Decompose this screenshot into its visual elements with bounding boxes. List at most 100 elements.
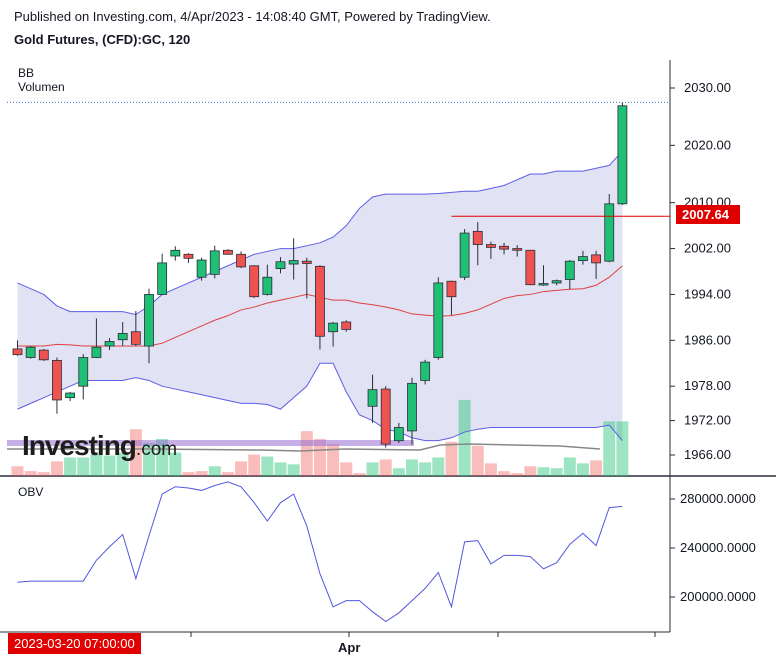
volume-bar[interactable]: [90, 454, 103, 476]
candle[interactable]: [512, 248, 523, 251]
volume-bar[interactable]: [64, 457, 77, 476]
volume-bar[interactable]: [221, 472, 234, 476]
candle[interactable]: [183, 253, 194, 259]
volume-bar[interactable]: [616, 421, 629, 476]
volume-bar[interactable]: [353, 473, 366, 476]
volume-bar[interactable]: [208, 466, 221, 476]
volume-bar[interactable]: [182, 472, 195, 476]
candle[interactable]: [117, 333, 128, 341]
candle[interactable]: [420, 361, 431, 381]
candle[interactable]: [288, 260, 299, 265]
candle[interactable]: [12, 348, 23, 356]
candle[interactable]: [485, 244, 496, 248]
volume-bar[interactable]: [340, 462, 353, 476]
volume-bar[interactable]: [484, 463, 497, 476]
candle[interactable]: [65, 392, 75, 399]
volume-bar[interactable]: [379, 459, 392, 476]
volume-bar[interactable]: [169, 452, 182, 476]
volume-bar[interactable]: [24, 471, 37, 476]
volume-bar[interactable]: [524, 466, 537, 476]
candle[interactable]: [275, 261, 286, 270]
candle[interactable]: [499, 245, 509, 250]
volume-bar[interactable]: [116, 452, 129, 476]
volume-bar[interactable]: [37, 472, 50, 476]
volume-bar[interactable]: [143, 442, 155, 476]
volume-bar[interactable]: [11, 466, 24, 476]
volume-ma-line: [7, 443, 601, 452]
volume-bar[interactable]: [235, 461, 248, 476]
volume-bar[interactable]: [406, 459, 418, 476]
candle[interactable]: [617, 105, 628, 205]
volume-bar[interactable]: [156, 438, 169, 476]
volume-bar[interactable]: [77, 457, 90, 476]
candle[interactable]: [604, 203, 615, 262]
bb-indicator-label[interactable]: BB: [18, 66, 35, 80]
candle[interactable]: [433, 282, 444, 358]
volume-bar[interactable]: [248, 454, 261, 476]
candle[interactable]: [130, 331, 141, 345]
candle[interactable]: [564, 260, 575, 280]
volume-indicator-label[interactable]: Volumen: [18, 80, 65, 94]
volume-bar[interactable]: [261, 456, 274, 477]
obv-line[interactable]: [17, 481, 623, 623]
candle[interactable]: [551, 280, 562, 284]
candle[interactable]: [52, 359, 62, 401]
candle[interactable]: [591, 254, 601, 264]
candle[interactable]: [196, 259, 207, 278]
volume-bar[interactable]: [287, 464, 300, 476]
volume-bar[interactable]: [195, 471, 208, 476]
candle[interactable]: [393, 427, 404, 442]
candle[interactable]: [157, 262, 168, 295]
candle[interactable]: [367, 389, 378, 407]
candle[interactable]: [91, 346, 102, 358]
volume-bar[interactable]: [50, 461, 63, 476]
volume-bar[interactable]: [563, 457, 576, 476]
candle[interactable]: [38, 349, 49, 361]
bb-upper-line: [17, 150, 623, 316]
volume-bar[interactable]: [550, 468, 563, 476]
volume-bar[interactable]: [576, 463, 589, 476]
obv-indicator-label[interactable]: OBV: [18, 485, 44, 499]
volume-bar[interactable]: [327, 443, 340, 476]
candle[interactable]: [104, 341, 115, 347]
volume-bar[interactable]: [603, 421, 616, 476]
candle[interactable]: [170, 249, 181, 257]
candle[interactable]: [301, 260, 312, 264]
volume-bar[interactable]: [537, 467, 550, 476]
candle[interactable]: [538, 283, 549, 286]
candle[interactable]: [380, 388, 391, 445]
investing-logo: Investing.com: [22, 430, 177, 462]
volume-bar[interactable]: [498, 471, 511, 476]
volume-bar[interactable]: [471, 445, 484, 476]
volume-bar[interactable]: [419, 462, 432, 476]
volume-bar[interactable]: [432, 457, 445, 476]
volume-bar[interactable]: [274, 462, 287, 476]
volume-bar[interactable]: [366, 462, 379, 476]
volume-bar[interactable]: [458, 399, 471, 476]
candle[interactable]: [578, 256, 588, 262]
candle[interactable]: [249, 265, 260, 298]
candle[interactable]: [315, 265, 325, 337]
candle[interactable]: [341, 321, 352, 330]
candle[interactable]: [459, 232, 470, 278]
volume-bar[interactable]: [300, 431, 313, 476]
candle[interactable]: [262, 276, 273, 295]
candle[interactable]: [407, 382, 417, 432]
candle[interactable]: [25, 346, 36, 358]
candle[interactable]: [236, 253, 246, 268]
volume-bar[interactable]: [511, 473, 524, 476]
candle[interactable]: [78, 357, 89, 387]
candle[interactable]: [328, 322, 339, 333]
candle[interactable]: [472, 230, 483, 245]
candle[interactable]: [209, 250, 220, 275]
candle[interactable]: [446, 280, 457, 298]
volume-bar[interactable]: [590, 460, 603, 476]
candle[interactable]: [144, 294, 154, 347]
volume-bar[interactable]: [445, 441, 458, 476]
volume-bar[interactable]: [103, 455, 116, 476]
candle[interactable]: [525, 249, 536, 286]
volume-bar[interactable]: [392, 468, 405, 476]
volume-bar[interactable]: [313, 438, 326, 476]
candle[interactable]: [222, 249, 233, 255]
